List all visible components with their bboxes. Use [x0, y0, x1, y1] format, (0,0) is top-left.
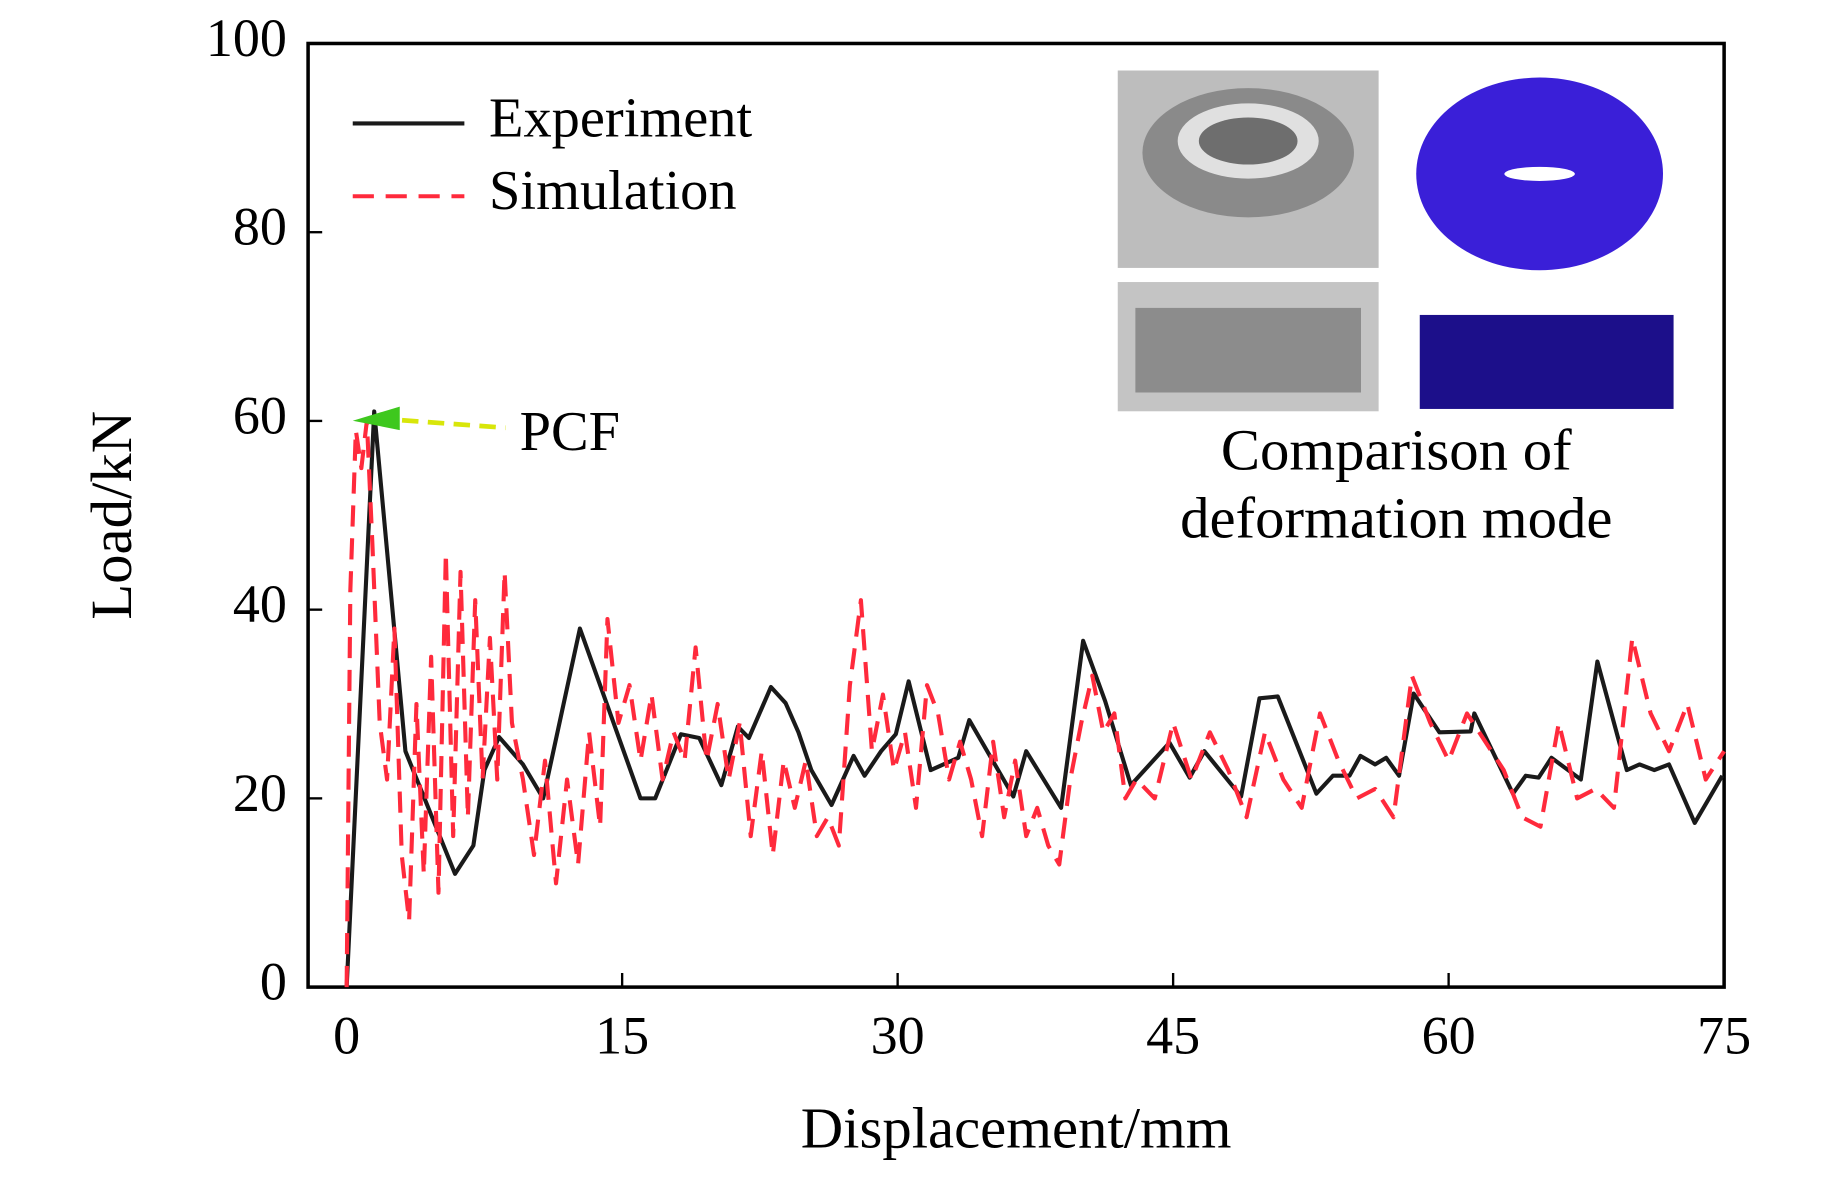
simulation-side — [1419, 314, 1674, 409]
y-tick-label: 0 — [260, 952, 287, 1012]
x-tick-label: 0 — [333, 1006, 360, 1066]
specimen-hole — [1198, 117, 1298, 165]
x-tick-label: 45 — [1146, 1006, 1200, 1066]
y-tick-label: 60 — [233, 385, 287, 445]
pcf-arrow — [352, 406, 400, 431]
y-axis-label: Load/kN — [79, 411, 144, 620]
series-line — [344, 409, 1725, 988]
simulation-hole — [1504, 166, 1575, 181]
x-tick-label: 15 — [595, 1006, 649, 1066]
x-tick-label: 30 — [871, 1006, 925, 1066]
inset-images — [1117, 70, 1674, 412]
annotation: Comparison of — [1221, 417, 1572, 482]
specimen-side — [1135, 307, 1361, 393]
y-tick-label: 40 — [233, 574, 287, 634]
x-axis-label: Displacement/mm — [801, 1095, 1232, 1160]
y-tick-label: 20 — [233, 763, 287, 823]
annotation: PCF — [520, 401, 620, 463]
legend-label: Experiment — [489, 87, 752, 149]
x-tick-label: 75 — [1697, 1006, 1751, 1066]
plot-frame — [306, 41, 1726, 989]
y-tick-label: 80 — [233, 197, 287, 257]
y-tick-label: 100 — [206, 8, 287, 68]
pcf-leader — [376, 416, 506, 431]
x-tick-label: 60 — [1422, 1006, 1476, 1066]
annotation: deformation mode — [1180, 486, 1612, 551]
series-line — [344, 418, 1726, 988]
legend-label: Simulation — [489, 160, 737, 222]
